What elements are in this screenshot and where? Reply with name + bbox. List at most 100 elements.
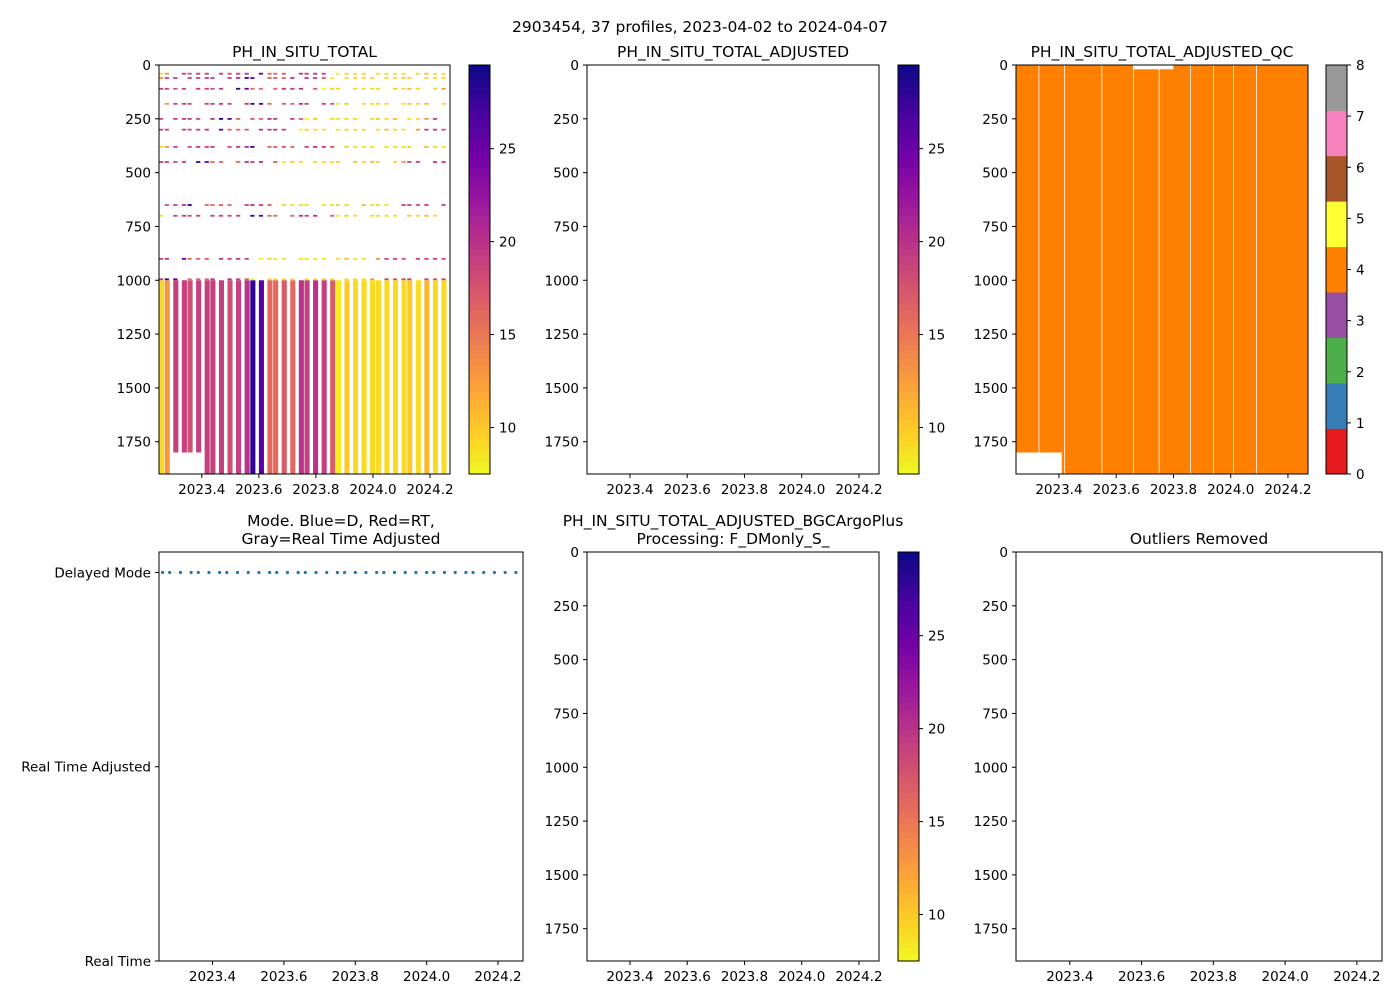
- colorbar-segment: [898, 811, 919, 819]
- colorbar-segment: [898, 446, 919, 455]
- colorbar-segment: [898, 790, 919, 798]
- heatmap-cell: [204, 146, 209, 148]
- heatmap-cell: [159, 118, 164, 120]
- colorbar-segment: [469, 460, 490, 468]
- colorbar-segment: [898, 153, 919, 162]
- colorbar-segment: [469, 214, 490, 223]
- heatmap-cell: [361, 204, 366, 206]
- colorbar-segment: [898, 419, 919, 427]
- colorbar-segment: [469, 351, 490, 359]
- heatmap-cell: [392, 118, 398, 120]
- colorbar-segment: [898, 453, 919, 461]
- colorbar-segment: [898, 317, 919, 325]
- colorbar-segment: [469, 92, 490, 100]
- heatmap-cell: [361, 146, 366, 148]
- colorbar-segment: [898, 399, 919, 407]
- colorbar-segment: [469, 65, 490, 73]
- colorbar-segment: [469, 255, 490, 264]
- heatmap-cell: [415, 87, 420, 90]
- heatmap-cell: [281, 102, 286, 105]
- heatmap-cell: [384, 77, 389, 79]
- heatmap-cell: [250, 118, 255, 120]
- x-tick-label: 2023.8: [721, 482, 768, 498]
- colorbar-segment: [469, 392, 490, 400]
- heatmap-cell: [375, 87, 381, 90]
- heatmap-cell: [375, 118, 381, 120]
- colorbar-segment: [898, 940, 919, 948]
- heatmap-cell: [432, 128, 438, 131]
- heatmap-cell: [210, 278, 215, 281]
- heatmap-cell: [313, 257, 318, 260]
- colorbar-segment: [469, 303, 490, 311]
- heatmap-cell: [204, 77, 209, 79]
- heatmap-cell: [250, 161, 255, 163]
- qc-colorbar-segment: [1326, 201, 1347, 248]
- colorbar-segment: [898, 831, 919, 839]
- heatmap-cell: [304, 128, 309, 131]
- colorbar-segment: [469, 344, 490, 352]
- heatmap-cell: [432, 257, 438, 260]
- heatmap-cell: [335, 102, 341, 105]
- heatmap-cell: [424, 278, 429, 281]
- y-tick-label: 750: [125, 219, 151, 235]
- colorbar-segment: [898, 783, 919, 792]
- heatmap-cell: [196, 161, 201, 163]
- heatmap-cell: [335, 87, 341, 90]
- colorbar-segment: [898, 167, 919, 175]
- x-tick-label: 2023.6: [664, 969, 711, 985]
- heatmap-cell: [407, 77, 412, 79]
- heatmap-cell: [281, 87, 286, 90]
- y-tick-label: 1000: [545, 273, 579, 289]
- heatmap-cell: [250, 280, 256, 474]
- heatmap-cell: [267, 118, 272, 120]
- y-tick-label: 1750: [545, 922, 579, 938]
- x-tick-label: 2024.2: [406, 482, 453, 498]
- heatmap-cell: [392, 128, 398, 131]
- heatmap-cell: [384, 214, 389, 217]
- heatmap-cell: [407, 161, 412, 163]
- heatmap-cell: [273, 72, 278, 75]
- x-tick-label: 2024.0: [1207, 482, 1254, 498]
- heatmap-cell: [281, 77, 286, 79]
- heatmap-cell: [244, 102, 249, 105]
- heatmap-cell: [384, 128, 389, 131]
- heatmap-cell: [441, 77, 446, 79]
- heatmap-cell: [370, 77, 375, 79]
- heatmap-cell: [330, 77, 335, 79]
- colorbar-segment: [898, 269, 919, 277]
- mode-point-D: [471, 570, 475, 575]
- colorbar-segment: [898, 722, 919, 730]
- heatmap-cell: [290, 161, 295, 163]
- colorbar-segment: [898, 310, 919, 318]
- colorbar-segment: [469, 426, 490, 434]
- y-tick-label: 1250: [974, 327, 1008, 343]
- colorbar-segment: [898, 913, 919, 921]
- heatmap-cell: [392, 278, 398, 281]
- heatmap-cell: [196, 146, 201, 148]
- heatmap-cell: [392, 77, 398, 79]
- heatmap-cell: [415, 204, 420, 206]
- heatmap-cell: [281, 128, 286, 131]
- qc-colorbar-segment: [1326, 155, 1347, 202]
- x-tick-label: 2024.0: [349, 482, 396, 498]
- heatmap-cell: [173, 161, 178, 163]
- heatmap-cell: [210, 102, 215, 105]
- heatmap-cell: [330, 204, 335, 206]
- heatmap-cell: [321, 257, 326, 260]
- colorbar-tick-label: 10: [928, 421, 945, 437]
- heatmap-cell: [432, 280, 438, 474]
- y-tick-label: 1500: [974, 381, 1008, 397]
- axes-frame-raw: [158, 64, 451, 475]
- heatmap-cell: [210, 280, 216, 474]
- colorbar-frame-bgcargoplus: [897, 551, 920, 962]
- qc-colorbar-segment: [1326, 292, 1347, 338]
- heatmap-cell: [424, 77, 429, 79]
- y-tick-label: 1000: [974, 273, 1008, 289]
- colorbar-segment: [898, 906, 919, 914]
- colorbar-segment: [898, 749, 919, 758]
- heatmap-cell: [401, 204, 406, 206]
- qc-colorbar-segment: [1326, 337, 1347, 384]
- heatmap-cell: [290, 77, 295, 79]
- mode-point-D: [325, 570, 329, 575]
- colorbar-segment: [898, 756, 919, 764]
